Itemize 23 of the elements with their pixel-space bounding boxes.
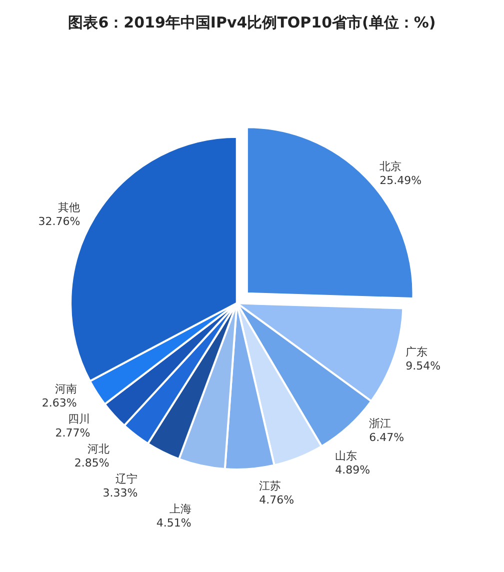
slice-label: 河北	[87, 442, 110, 456]
slice-label: 广东	[406, 346, 428, 359]
slice-label: 浙江	[369, 417, 392, 430]
slice-label: 北京	[380, 160, 402, 173]
data-label: 6.47%	[369, 431, 404, 444]
slice-label: 上海	[169, 502, 192, 516]
slice-label: 四川	[68, 412, 90, 426]
slice-label: 江苏	[259, 480, 282, 493]
data-label: 4.76%	[259, 494, 294, 507]
slice-label: 其他	[58, 200, 80, 214]
data-label: 32.76%	[38, 214, 80, 228]
data-label: 2.85%	[74, 456, 110, 470]
data-label: 3.33%	[102, 486, 138, 500]
slice-label: 山东	[335, 450, 358, 463]
data-label: 4.51%	[156, 516, 192, 530]
chart-title: 图表6：2019年中国IPv4比例TOP10省市(单位：%)	[68, 14, 436, 32]
data-label: 2.77%	[55, 426, 90, 440]
data-label: 25.49%	[380, 174, 422, 187]
data-label: 2.63%	[42, 396, 77, 410]
data-label: 9.54%	[406, 360, 441, 373]
slice-label: 辽宁	[116, 472, 138, 486]
slice-label: 河南	[54, 382, 77, 396]
data-label: 4.89%	[335, 464, 370, 477]
